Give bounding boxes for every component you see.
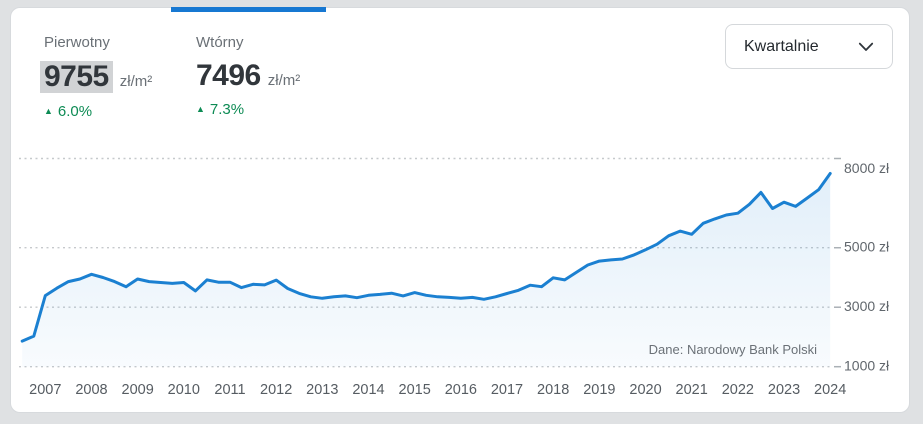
price-stats-card: Pierwotny 9755 zł/m² ▲ 6.0% Wtórny 7496 … bbox=[10, 7, 910, 413]
chart-source-note: Dane: Narodowy Bank Polski bbox=[649, 342, 817, 357]
x-axis-label: 2020 bbox=[629, 382, 661, 398]
x-axis-label: 2013 bbox=[306, 382, 338, 398]
tab-wtorny[interactable]: Wtórny 7496 zł/m² ▲ 7.3% bbox=[171, 7, 326, 120]
tab-change-value: 6.0% bbox=[57, 103, 93, 120]
market-tabs: Pierwotny 9755 zł/m² ▲ 6.0% Wtórny 7496 … bbox=[19, 7, 909, 120]
y-axis-label: 3000 zł bbox=[844, 298, 890, 314]
x-axis-label: 2017 bbox=[491, 382, 523, 398]
x-axis-label: 2016 bbox=[445, 382, 477, 398]
y-axis-label: 5000 zł bbox=[844, 238, 890, 254]
chart-area-fill bbox=[22, 173, 831, 367]
y-axis-label: 8000 zł bbox=[844, 160, 890, 176]
x-axis-label: 2021 bbox=[676, 382, 708, 398]
x-axis-label: 2008 bbox=[75, 382, 107, 398]
x-axis-label: 2009 bbox=[122, 382, 154, 398]
period-dropdown[interactable]: Kwartalnie bbox=[725, 24, 893, 69]
tab-unit: zł/m² bbox=[267, 72, 301, 89]
tab-unit: zł/m² bbox=[119, 73, 153, 90]
y-axis-label: 1000 zł bbox=[844, 357, 890, 373]
chevron-down-icon bbox=[858, 42, 874, 51]
x-axis-label: 2011 bbox=[214, 382, 245, 398]
x-axis-label: 2012 bbox=[260, 382, 292, 398]
tab-value: 9755 bbox=[40, 61, 113, 93]
x-axis-label: 2022 bbox=[722, 382, 754, 398]
change-up-icon: ▲ bbox=[196, 104, 205, 114]
chart-line bbox=[20, 172, 832, 343]
change-up-icon: ▲ bbox=[44, 106, 53, 116]
tab-label: Wtórny bbox=[196, 34, 244, 51]
x-axis-label: 2010 bbox=[168, 382, 200, 398]
period-dropdown-value: Kwartalnie bbox=[744, 37, 819, 55]
tab-value-row: 9755 zł/m² bbox=[40, 61, 152, 93]
x-axis-label: 2014 bbox=[352, 382, 384, 398]
tab-change: ▲ 7.3% bbox=[196, 101, 301, 118]
x-axis-label: 2023 bbox=[768, 382, 800, 398]
x-axis-label: 2019 bbox=[583, 382, 615, 398]
tab-change-value: 7.3% bbox=[209, 101, 245, 118]
x-axis-label: 2007 bbox=[29, 382, 61, 398]
tab-label: Pierwotny bbox=[44, 34, 110, 51]
tab-change: ▲ 6.0% bbox=[44, 103, 146, 120]
x-axis-label: 2018 bbox=[537, 382, 569, 398]
x-axis-label: 2024 bbox=[814, 382, 846, 398]
x-axis-label: 2015 bbox=[399, 382, 431, 398]
tab-value-row: 7496 zł/m² bbox=[196, 61, 301, 91]
tab-pierwotny[interactable]: Pierwotny 9755 zł/m² ▲ 6.0% bbox=[19, 8, 171, 120]
price-chart: 8000 zł 5000 zł 3000 zł 1000 zł 2007 2008 2009… bbox=[19, 157, 890, 398]
tab-value: 7496 bbox=[196, 59, 261, 92]
